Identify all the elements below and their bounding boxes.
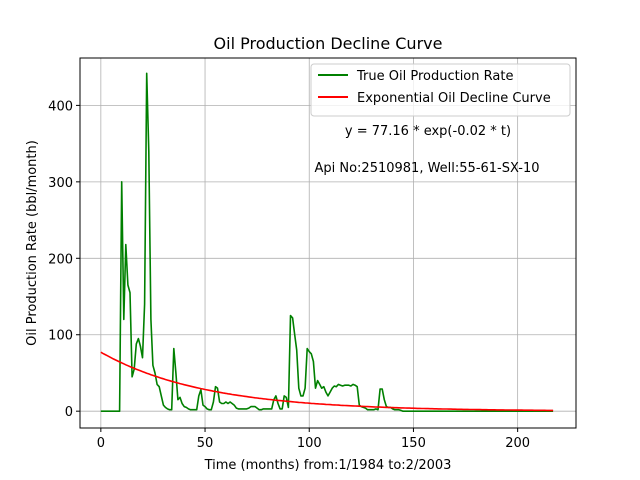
x-axis-label: Time (months) from:1/1984 to:2/2003: [204, 458, 452, 473]
well-annotation: Api No:2510981, Well:55-61-SX-10: [314, 161, 539, 176]
x-tick-label: 50: [197, 436, 214, 451]
series-line-exponential-decline: [100, 351, 554, 412]
series-line-true-production: [100, 72, 554, 413]
equation-annotation: y = 77.16 * exp(-0.02 * t): [345, 124, 511, 139]
y-tick-label: 0: [65, 405, 73, 420]
chart-title: Oil Production Decline Curve: [214, 34, 443, 53]
y-tick-label: 400: [48, 99, 73, 114]
x-tick-label: 200: [505, 436, 530, 451]
legend-label-true-production: True Oil Production Rate: [356, 69, 513, 84]
y-tick-label: 300: [48, 176, 73, 191]
y-tick-label: 100: [48, 329, 73, 344]
legend-box: [310, 63, 571, 117]
plot-frame: [79, 57, 577, 429]
legend-label-exponential-decline: Exponential Oil Decline Curve: [357, 91, 551, 106]
legend: True Oil Production Rate Exponential Oil…: [310, 63, 571, 117]
y-tick-label: 200: [48, 252, 73, 267]
axis-ticks: 0 50 100 150 200 0 100 200 300 400: [48, 99, 530, 451]
x-tick-label: 150: [401, 436, 426, 451]
x-tick-label: 100: [297, 436, 322, 451]
y-axis-label: Oil Production Rate (bbl/month): [25, 140, 40, 346]
series-layer: [100, 72, 554, 413]
x-tick-label: 0: [97, 436, 105, 451]
